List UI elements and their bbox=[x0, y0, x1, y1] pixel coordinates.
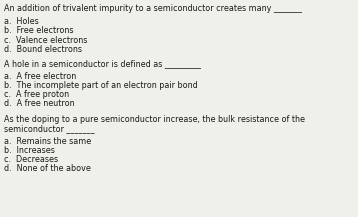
Text: An addition of trivalent impurity to a semiconductor creates many _______: An addition of trivalent impurity to a s… bbox=[4, 4, 302, 13]
Text: a.  Remains the same: a. Remains the same bbox=[4, 137, 92, 146]
Text: c.  Decreases: c. Decreases bbox=[4, 155, 58, 164]
Text: b.  The incomplete part of an electron pair bond: b. The incomplete part of an electron pa… bbox=[4, 81, 198, 90]
Text: A hole in a semiconductor is defined as _________: A hole in a semiconductor is defined as … bbox=[4, 59, 201, 68]
Text: b.  Free electrons: b. Free electrons bbox=[4, 26, 74, 35]
Text: d.  A free neutron: d. A free neutron bbox=[4, 99, 75, 108]
Text: c.  A free proton: c. A free proton bbox=[4, 90, 69, 99]
Text: b.  Increases: b. Increases bbox=[4, 146, 55, 155]
Text: d.  Bound electrons: d. Bound electrons bbox=[4, 45, 82, 54]
Text: c.  Valence electrons: c. Valence electrons bbox=[4, 36, 88, 44]
Text: a.  Holes: a. Holes bbox=[4, 17, 39, 26]
Text: d.  None of the above: d. None of the above bbox=[4, 164, 91, 173]
Text: As the doping to a pure semiconductor increase, the bulk resistance of the: As the doping to a pure semiconductor in… bbox=[4, 115, 305, 123]
Text: semiconductor _______: semiconductor _______ bbox=[4, 124, 95, 133]
Text: a.  A free electron: a. A free electron bbox=[4, 72, 77, 81]
